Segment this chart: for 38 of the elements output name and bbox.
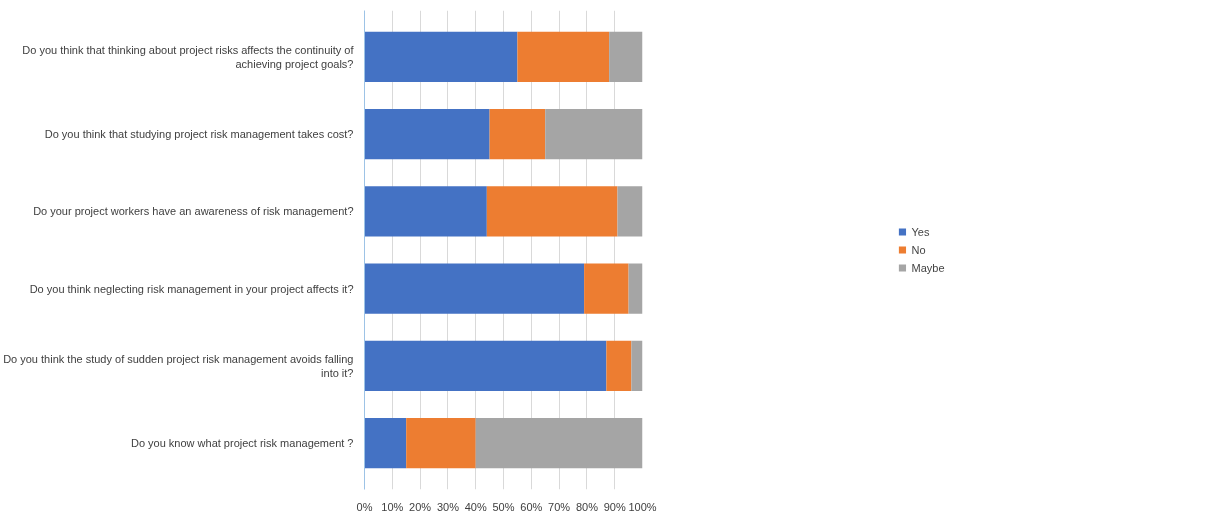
bar xyxy=(606,340,632,391)
bar xyxy=(584,263,629,314)
x-tick-label: 20% xyxy=(409,500,432,513)
bar xyxy=(364,109,490,160)
bar xyxy=(617,186,643,237)
x-tick-label: 90% xyxy=(603,500,626,513)
x-tick-label: 70% xyxy=(548,500,571,513)
y-tick-label: Do you think that thinking about project risks affects the continuity of achieving project goals? xyxy=(22,43,355,71)
legend-label: Maybe xyxy=(911,261,945,274)
y-tick-label: Do your project workers have an awareness of risk management? xyxy=(33,205,354,218)
x-tick-label: 30% xyxy=(436,500,460,513)
x-tick-label: 100% xyxy=(628,500,657,513)
bar xyxy=(628,263,643,314)
bar xyxy=(609,31,643,82)
x-tick-label: 0% xyxy=(356,500,373,513)
y-tick-label: Do you think neglecting risk management in your project affects it? xyxy=(29,282,354,295)
y-tick-label: Do you think the study of sudden project risk management avoids falling into it? xyxy=(3,352,354,380)
bar xyxy=(364,31,518,82)
bar xyxy=(517,31,610,82)
bar xyxy=(489,109,546,160)
x-tick-label: 60% xyxy=(520,500,543,513)
x-tick-label: 50% xyxy=(492,500,515,513)
bar xyxy=(545,109,643,160)
bar xyxy=(364,186,487,237)
bar xyxy=(475,418,643,469)
bar xyxy=(364,340,607,391)
legend-label: Yes xyxy=(911,225,931,238)
x-tick-label: 80% xyxy=(575,500,599,513)
bar xyxy=(364,418,407,469)
bar xyxy=(406,418,476,469)
x-tick-label: 10% xyxy=(381,500,404,513)
x-tick-label: 40% xyxy=(464,500,487,513)
legend-label: No xyxy=(911,243,927,256)
bar xyxy=(631,340,643,391)
y-tick-label: Do you think that studying project risk management takes cost? xyxy=(44,128,354,141)
y-tick-label: Do you know what project risk management ? xyxy=(130,437,354,450)
bar xyxy=(486,186,618,237)
bar xyxy=(364,263,585,314)
